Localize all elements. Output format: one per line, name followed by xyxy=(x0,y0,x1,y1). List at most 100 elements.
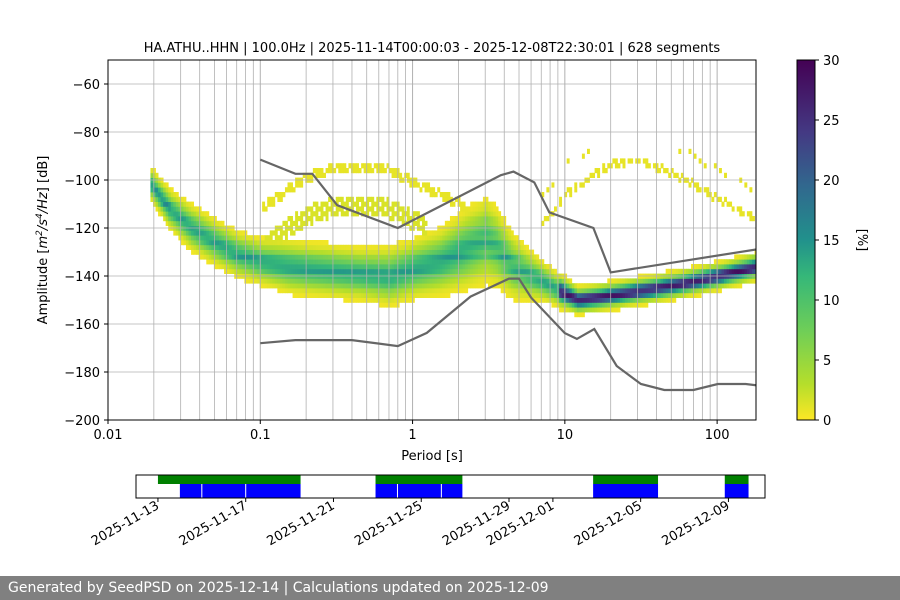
heatmap-cell xyxy=(665,283,669,289)
heatmap-cell xyxy=(554,206,557,212)
heatmap-cell xyxy=(526,283,530,289)
heatmap-cell xyxy=(566,283,570,289)
heatmap-cell xyxy=(335,163,339,169)
heatmap-cell xyxy=(224,244,227,250)
heatmap-cell xyxy=(226,254,230,260)
heatmap-cell xyxy=(356,201,359,207)
heatmap-cell xyxy=(718,268,722,274)
heatmap-cell xyxy=(264,259,268,265)
heatmap-cell xyxy=(158,192,161,198)
heatmap-cell xyxy=(482,254,486,260)
heatmap-cell xyxy=(665,278,669,284)
heatmap-cell xyxy=(330,168,334,174)
heatmap-cell xyxy=(432,249,436,255)
heatmap-cell xyxy=(442,240,446,246)
heatmap-cell xyxy=(493,259,497,265)
heatmap-cell xyxy=(302,292,306,298)
heatmap-cell xyxy=(343,297,347,303)
heatmap-cell xyxy=(317,292,321,298)
heatmap-cell xyxy=(498,254,502,260)
heatmap-cell xyxy=(574,288,578,294)
heatmap-cell xyxy=(543,283,547,289)
heatmap-cell xyxy=(257,235,260,241)
heatmap-cell xyxy=(317,264,321,270)
heatmap-cell xyxy=(325,216,329,222)
heatmap-cell xyxy=(173,192,177,198)
heatmap-cell xyxy=(152,182,156,188)
heatmap-cell xyxy=(198,240,202,246)
heatmap-cell xyxy=(416,220,420,226)
heatmap-cell xyxy=(267,201,271,207)
heatmap-cell xyxy=(503,264,507,270)
heatmap-cell xyxy=(300,216,304,222)
heatmap-cell xyxy=(452,264,456,270)
heatmap-cell xyxy=(414,220,418,226)
heatmap-cell xyxy=(320,259,324,265)
heatmap-cell xyxy=(751,264,755,270)
heatmap-cell xyxy=(609,302,613,308)
heatmap-cell xyxy=(493,278,497,284)
heatmap-cell xyxy=(434,230,438,236)
heatmap-cell xyxy=(381,297,385,303)
colorbar-tick-label: 10 xyxy=(823,294,840,309)
heatmap-cell xyxy=(297,288,301,294)
heatmap-cell xyxy=(569,307,573,313)
heatmap-cell xyxy=(208,249,212,255)
heatmap-cell xyxy=(411,264,415,270)
heatmap-cell xyxy=(295,240,299,246)
heatmap-cell xyxy=(630,302,634,308)
heatmap-cell xyxy=(597,302,601,308)
heatmap-cell xyxy=(175,196,179,202)
heatmap-cell xyxy=(206,249,210,255)
heatmap-cell xyxy=(178,196,182,202)
heatmap-cell xyxy=(581,288,585,294)
heatmap-cell xyxy=(168,216,172,222)
heatmap-cell xyxy=(432,278,436,284)
heatmap-cell xyxy=(406,244,410,250)
heatmap-cell xyxy=(749,278,753,284)
heatmap-cell xyxy=(467,278,471,284)
heatmap-cell xyxy=(183,240,187,246)
heatmap-cell xyxy=(330,292,334,298)
heatmap-cell xyxy=(383,283,387,289)
heatmap-cell xyxy=(315,206,319,212)
heatmap-cell xyxy=(729,259,733,265)
heatmap-cell xyxy=(754,264,756,270)
heatmap-cell xyxy=(432,254,436,260)
heatmap-cell xyxy=(452,220,456,226)
heatmap-cell xyxy=(254,249,258,255)
heatmap-cell xyxy=(434,283,438,289)
heatmap-cell xyxy=(394,244,398,250)
heatmap-cell xyxy=(444,283,448,289)
heatmap-cell xyxy=(432,264,436,270)
heatmap-cell xyxy=(305,259,309,265)
heatmap-cell xyxy=(721,278,725,284)
heatmap-cell xyxy=(394,278,398,284)
heatmap-cell xyxy=(290,268,293,274)
heatmap-cell xyxy=(175,230,179,236)
heatmap-cell xyxy=(734,283,738,289)
heatmap-cell xyxy=(386,206,390,212)
heatmap-cell xyxy=(411,268,415,274)
heatmap-cell xyxy=(389,264,392,270)
heatmap-cell xyxy=(477,268,481,274)
heatmap-cell xyxy=(594,288,598,294)
heatmap-cell xyxy=(637,158,641,164)
heatmap-cell xyxy=(277,192,281,198)
heatmap-cell xyxy=(739,211,743,217)
heatmap-cell xyxy=(391,268,395,274)
heatmap-cell xyxy=(498,211,502,217)
heatmap-cell xyxy=(564,297,568,303)
heatmap-cell xyxy=(226,264,230,270)
heatmap-cell xyxy=(434,264,438,270)
heatmap-cell xyxy=(660,278,664,284)
heatmap-cell xyxy=(381,168,385,174)
heatmap-cell xyxy=(312,264,316,270)
heatmap-cell xyxy=(378,244,382,250)
heatmap-cell xyxy=(307,268,311,274)
heatmap-cell xyxy=(635,283,639,289)
heatmap-cell xyxy=(315,292,319,298)
heatmap-cell xyxy=(284,244,288,250)
heatmap-cell xyxy=(193,249,197,255)
heatmap-cell xyxy=(290,278,293,284)
